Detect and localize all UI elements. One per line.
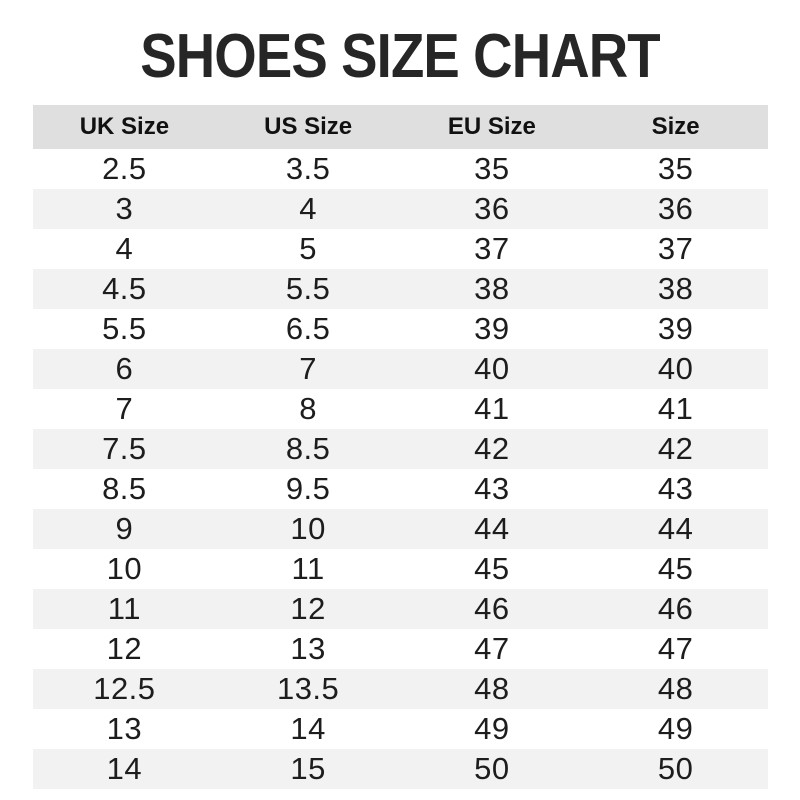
header-row: UK Size US Size EU Size Size xyxy=(32,105,768,149)
size-cell: 40 xyxy=(474,351,510,386)
size-cell: 40 xyxy=(657,351,694,386)
size-cell: 46 xyxy=(474,591,510,626)
size-cell: 14 xyxy=(290,711,326,746)
size-cell: 5.5 xyxy=(102,311,147,346)
size-cell: 50 xyxy=(657,751,694,786)
table-header: UK Size US Size EU Size Size xyxy=(32,105,768,149)
size-cell: 13.5 xyxy=(276,671,340,706)
size-cell: 12.5 xyxy=(93,671,156,706)
size-cell: 43 xyxy=(657,471,694,506)
table-row: 10 11 45 45 xyxy=(32,549,768,589)
size-cell: 4.5 xyxy=(102,271,147,306)
size-cell: 38 xyxy=(474,271,510,306)
size-cell: 13 xyxy=(290,631,326,666)
size-cell: 39 xyxy=(657,311,694,346)
size-cell: 8.5 xyxy=(102,471,147,506)
page-title: SHOES SIZE CHART xyxy=(140,22,660,91)
table-row: 13 14 49 49 xyxy=(32,709,768,749)
table-row: 14 15 50 50 xyxy=(32,749,768,789)
size-cell: 35 xyxy=(474,151,510,186)
column-header-size: Size xyxy=(583,105,768,149)
size-cell: 4 xyxy=(115,231,134,266)
size-cell: 50 xyxy=(474,751,510,786)
table-row: 12 13 47 47 xyxy=(32,629,768,669)
size-cell: 7 xyxy=(115,391,134,426)
size-cell: 44 xyxy=(474,511,510,546)
column-header-us-size: US Size xyxy=(216,105,400,149)
size-cell: 3 xyxy=(115,191,134,226)
size-cell: 7 xyxy=(299,351,317,386)
page: SHOES SIZE CHART UK Size US Size EU Size… xyxy=(0,26,800,800)
size-cell: 8.5 xyxy=(285,431,331,466)
size-cell: 46 xyxy=(657,591,694,626)
size-cell: 4 xyxy=(299,191,317,226)
size-cell: 12 xyxy=(106,631,143,666)
table-row: 2.5 3.5 35 35 xyxy=(32,149,768,189)
size-cell: 43 xyxy=(474,471,510,506)
size-cell: 6.5 xyxy=(285,311,331,346)
size-cell: 9 xyxy=(115,511,134,546)
size-cell: 45 xyxy=(474,551,510,586)
size-cell: 41 xyxy=(474,391,510,426)
size-cell: 44 xyxy=(657,511,694,546)
table-row: 12.5 13.5 48 48 xyxy=(32,669,768,709)
shoe-size-table: UK Size US Size EU Size Size 2.5 3.5 35 35 3… xyxy=(32,105,768,789)
size-cell: 48 xyxy=(474,671,510,706)
size-cell: 11 xyxy=(107,591,141,626)
column-header-uk-size: UK Size xyxy=(32,105,217,149)
size-cell: 35 xyxy=(657,151,694,186)
table-row: 4 5 37 37 xyxy=(32,229,768,269)
size-cell: 6 xyxy=(115,351,134,386)
column-header-eu-size: EU Size xyxy=(400,105,584,149)
table-row: 11 12 46 46 xyxy=(32,589,768,629)
size-cell: 11 xyxy=(291,551,325,586)
size-cell: 37 xyxy=(474,231,510,266)
size-cell: 15 xyxy=(290,751,326,786)
size-cell: 48 xyxy=(657,671,694,706)
size-cell: 9.5 xyxy=(285,471,331,506)
size-cell: 49 xyxy=(474,711,510,746)
size-cell: 3.5 xyxy=(285,151,331,186)
size-cell: 36 xyxy=(474,191,510,226)
size-cell: 5 xyxy=(299,231,317,266)
table-row: 4.5 5.5 38 38 xyxy=(32,269,768,309)
size-cell: 41 xyxy=(657,391,694,426)
size-cell: 12 xyxy=(290,591,326,626)
size-cell: 13 xyxy=(106,711,143,746)
table-row: 7.5 8.5 42 42 xyxy=(32,429,768,469)
size-cell: 42 xyxy=(474,431,510,466)
size-cell: 42 xyxy=(657,431,694,466)
size-cell: 2.5 xyxy=(102,151,147,186)
table-body: 2.5 3.5 35 35 3 4 36 36 4 5 37 37 4.5 5.5 38 38 5.5 6.5 39… xyxy=(32,149,768,789)
table-row: 8.5 9.5 43 43 xyxy=(32,469,768,509)
size-cell: 10 xyxy=(290,511,326,546)
size-cell: 38 xyxy=(657,271,694,306)
size-cell: 47 xyxy=(657,631,694,666)
size-cell: 45 xyxy=(657,551,694,586)
size-cell: 5.5 xyxy=(285,271,331,306)
size-cell: 10 xyxy=(106,551,143,586)
size-cell: 14 xyxy=(106,751,143,786)
size-cell: 36 xyxy=(657,191,694,226)
table-row: 5.5 6.5 39 39 xyxy=(32,309,768,349)
table-row: 3 4 36 36 xyxy=(32,189,768,229)
size-cell: 37 xyxy=(657,231,694,266)
size-cell: 39 xyxy=(474,311,510,346)
table-row: 6 7 40 40 xyxy=(32,349,768,389)
size-cell: 49 xyxy=(657,711,694,746)
table-row: 9 10 44 44 xyxy=(32,509,768,549)
size-cell: 8 xyxy=(299,391,317,426)
table-row: 7 8 41 41 xyxy=(32,389,768,429)
size-cell: 47 xyxy=(474,631,510,666)
size-cell: 7.5 xyxy=(102,431,147,466)
